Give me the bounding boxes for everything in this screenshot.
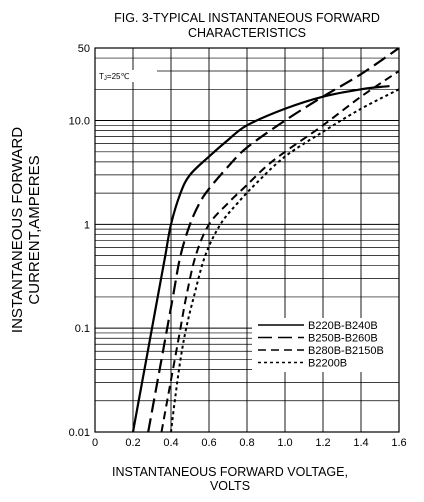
y-tick-label: 1 [84, 219, 90, 231]
series-line-b2200b [170, 88, 399, 432]
y-tick-label: 0.01 [69, 427, 90, 439]
series-curves [131, 48, 399, 432]
x-axis-label-line-2: VOLTS [210, 479, 250, 493]
legend-label-b280b-b2150b: B280B-B2150B [308, 345, 384, 357]
condition-label-background [95, 70, 157, 82]
series-line-b250b-b260b [147, 48, 399, 432]
x-tick-label: 1.0 [277, 437, 292, 449]
x-tick-label: 0 [92, 437, 98, 449]
condition-label: TJ=25℃ [99, 72, 129, 82]
y-axis-label-line-2: CURRENT,AMPERES [26, 155, 43, 304]
grid [94, 47, 400, 433]
x-tick-label: 0.2 [125, 437, 140, 449]
x-tick-label: 0.8 [239, 437, 254, 449]
y-tick-label: 50 [78, 43, 90, 55]
x-tick-labels: 0 0.2 0.4 0.6 0.8 1.0 1.2 1.4 1.6 [92, 437, 407, 449]
legend-label-b2200b: B2200B [308, 358, 347, 370]
x-tick-label: 0.6 [201, 437, 216, 449]
condition-label-main: T [99, 72, 104, 81]
x-tick-label: 1.4 [353, 437, 368, 449]
plot-frame [94, 47, 400, 433]
x-tick-label: 1.6 [391, 437, 406, 449]
y-tick-labels: 0.01 0.1 1 10.0 50 [69, 43, 90, 439]
legend-label-b220b-b240b: B220B-B240B [308, 320, 378, 332]
y-tick-label: 10.0 [69, 116, 90, 128]
chart-title-line-1: FIG. 3-TYPICAL INSTANTANEOUS FORWARD [114, 11, 380, 25]
x-tick-label: 1.2 [315, 437, 330, 449]
x-axis-label-line-1: INSTANTANEOUS FORWARD VOLTAGE, [112, 465, 348, 479]
condition-label-value: =25℃ [107, 72, 130, 81]
x-tick-label: 0.4 [163, 437, 178, 449]
condition-label-sub: J [104, 76, 107, 82]
series-line-b280b-b2150b [160, 70, 399, 432]
condition-annotation: TJ=25℃ [95, 70, 157, 82]
chart-title-line-2: CHARACTERISTICS [188, 26, 306, 40]
y-axis-label-line-1: INSTANTANEOUS FORWARD [9, 127, 26, 333]
y-tick-label: 0.1 [75, 323, 90, 335]
legend-label-b250b-b260b: B250B-B260B [308, 333, 378, 345]
series-line-b220b-b240b [131, 84, 390, 432]
